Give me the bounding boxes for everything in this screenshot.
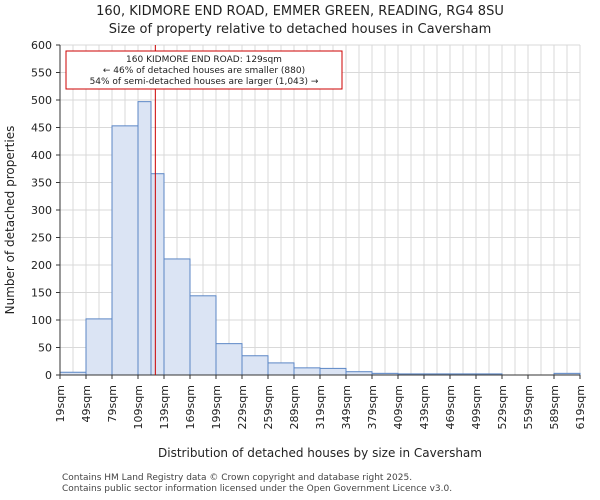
histogram-bar [267,362,295,376]
histogram-bar [319,367,347,376]
annotation-line-1: 160 KIDMORE END ROAD: 129sqm [126,55,282,65]
histogram-bar [163,258,191,376]
y-tick-label: 550 [31,67,52,80]
y-tick-label: 150 [31,287,52,300]
annotation-line-2: ← 46% of detached houses are smaller (88… [103,66,305,76]
x-tick-label: 19sqm [54,385,67,422]
y-tick-label: 350 [31,177,52,190]
histogram-bar [137,101,152,376]
histogram-bar [241,355,269,376]
x-tick-label: 619sqm [574,385,587,429]
chart-subtitle: Size of property relative to detached ho… [108,22,492,37]
x-tick-labels: 19sqm 49sqm 79sqm 109sqm 139sqm 169sqm 199sqm 2… [54,375,587,429]
x-tick-label: 439sqm [418,385,431,429]
y-tick-labels: 0 50 100 150 200 250 300 350 400 450 500 550 600 [31,39,60,382]
x-tick-label: 229sqm [236,385,249,429]
y-tick-label: 500 [31,94,52,107]
y-tick-label: 450 [31,122,52,135]
y-tick-label: 200 [31,259,52,272]
annotation-box: 160 KIDMORE END ROAD: 129sqm ← 46% of de… [65,50,343,90]
histogram-bar [293,367,321,376]
y-tick-label: 400 [31,149,52,162]
x-tick-label: 469sqm [444,385,457,429]
y-tick-label: 600 [31,39,52,52]
histogram-bar [85,318,113,376]
histogram-bar [189,295,217,376]
x-tick-label: 589sqm [548,385,561,429]
y-tick-label: 250 [31,232,52,245]
x-tick-label: 259sqm [262,385,275,429]
y-tick-label: 100 [31,314,52,327]
y-axis-label: Number of detached properties [3,126,17,315]
bar-layer [59,101,581,376]
x-axis-label: Distribution of detached houses by size … [158,446,482,460]
histogram-bar [111,125,139,376]
y-tick-label: 50 [38,342,52,355]
x-tick-label: 559sqm [522,385,535,429]
x-tick-label: 379sqm [366,385,379,429]
x-tick-label: 49sqm [80,385,93,422]
chart-title: 160, KIDMORE END ROAD, EMMER GREEN, READ… [96,4,504,19]
y-tick-label: 0 [45,369,52,382]
x-tick-label: 319sqm [314,385,327,429]
annotation-border [65,50,343,90]
x-tick-label: 139sqm [158,385,171,429]
annotation-line-3: 54% of semi-detached houses are larger (… [90,77,319,87]
x-tick-label: 199sqm [210,385,223,429]
footer-licence: Contains public sector information licen… [62,484,453,494]
x-tick-label: 169sqm [184,385,197,429]
x-tick-label: 79sqm [106,385,119,422]
x-tick-label: 109sqm [132,385,145,429]
x-tick-label: 409sqm [392,385,405,429]
x-tick-label: 499sqm [470,385,483,429]
y-tick-label: 300 [31,204,52,217]
histogram-bar [150,173,165,376]
x-tick-label: 289sqm [288,385,301,429]
x-tick-label: 349sqm [340,385,353,429]
footer-copyright: Contains HM Land Registry data © Crown c… [62,473,413,483]
histogram-bar [215,343,243,376]
x-tick-label: 529sqm [496,385,509,429]
